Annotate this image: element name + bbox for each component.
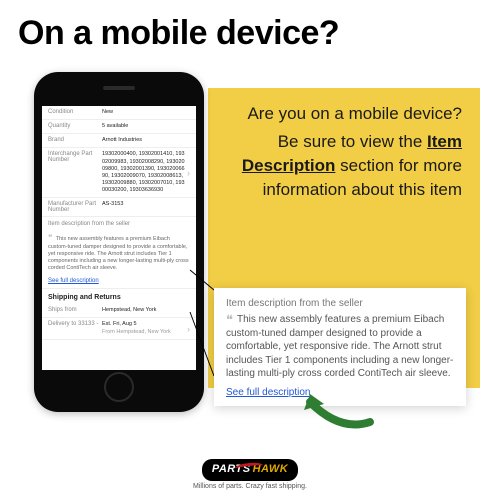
see-full-description-link[interactable]: See full description [226,387,311,398]
callout-text: This new assembly features a premium Eib… [226,314,453,379]
callout-title: Item description from the seller [226,298,454,309]
callout-body: ❝ This new assembly features a premium E… [226,313,454,381]
leader-line-top [0,0,500,500]
quote-icon: ❝ [226,313,233,326]
arrow-icon [300,388,380,438]
